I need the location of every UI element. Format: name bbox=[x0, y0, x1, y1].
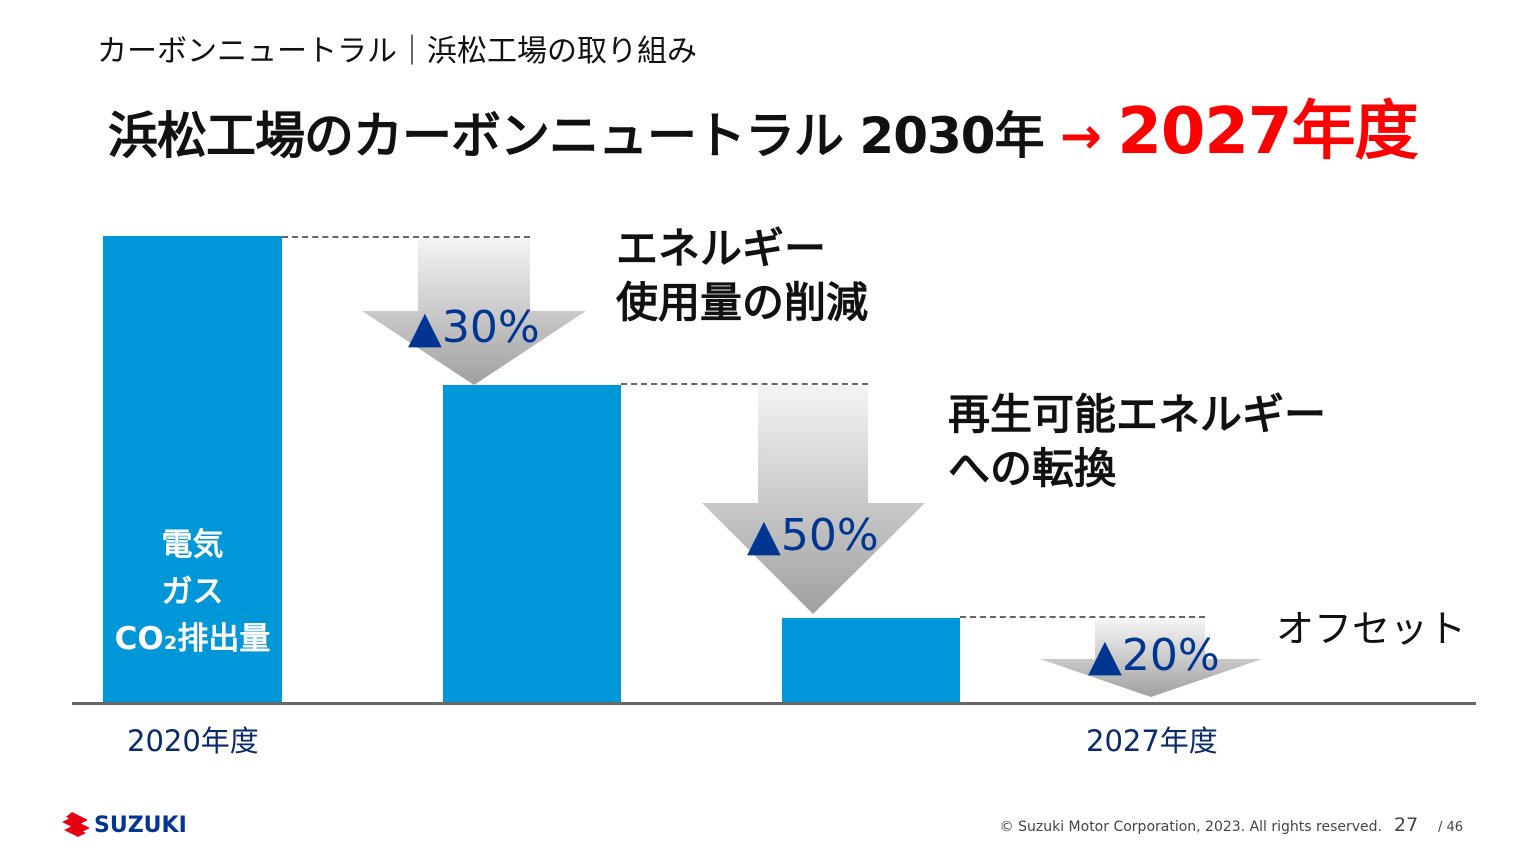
down-arrow-icon bbox=[362, 238, 586, 385]
page-total: / 46 bbox=[1438, 820, 1464, 835]
label-line: CO₂排出量 bbox=[114, 621, 271, 657]
dashed-line bbox=[621, 383, 868, 385]
bar-label: 電気ガス CO₂排出量 bbox=[88, 522, 297, 663]
dashed-line bbox=[960, 616, 1205, 618]
slide-title: 浜松工場のカーボンニュートラル 2030年 → 2027年度 bbox=[108, 94, 1418, 174]
baseline bbox=[72, 702, 1476, 705]
title-main: 浜松工場のカーボンニュートラル 2030年 bbox=[108, 107, 1045, 165]
label-line: ガス bbox=[161, 574, 224, 610]
reduction-50: ▲50% bbox=[747, 510, 879, 561]
bar-after-renewable bbox=[782, 618, 960, 703]
label-line: 電気 bbox=[161, 527, 224, 563]
bar-2020 bbox=[103, 236, 282, 703]
slide-subtitle: カーボンニュートラル｜浜松工場の取り組み bbox=[97, 34, 697, 69]
label-line: エネルギー bbox=[616, 224, 827, 273]
label-line: オフセット bbox=[1276, 607, 1467, 651]
year-label-start: 2020年度 bbox=[127, 724, 259, 758]
down-arrow-icon bbox=[702, 386, 925, 614]
bar-after-energy-reduction bbox=[443, 385, 621, 703]
reduction-20: ▲20% bbox=[1088, 630, 1220, 681]
label-line: 再生可能エネルギー bbox=[948, 390, 1327, 439]
step-label-renewable: 再生可能エネルギー への転換 bbox=[948, 388, 1326, 496]
label-line: 使用量の削減 bbox=[616, 278, 869, 327]
dashed-line bbox=[282, 236, 530, 238]
page-number: 27 bbox=[1394, 814, 1419, 836]
step-label-energy: エネルギー使用量の削減 bbox=[616, 222, 868, 330]
label-line: への転換 bbox=[948, 444, 1117, 493]
year-label-end: 2027年度 bbox=[1086, 724, 1218, 758]
suzuki-s-icon: SUZUKI bbox=[62, 812, 187, 838]
title-target: 2027年度 bbox=[1117, 95, 1418, 169]
right-arrow-icon: → bbox=[1060, 107, 1102, 165]
copyright: © Suzuki Motor Corporation, 2023. All ri… bbox=[999, 819, 1382, 835]
svg-text:SUZUKI: SUZUKI bbox=[94, 813, 187, 838]
reduction-30: ▲30% bbox=[408, 302, 540, 353]
down-arrow-icon bbox=[1040, 620, 1262, 697]
step-label-offset: オフセット bbox=[1276, 602, 1466, 656]
suzuki-logo: SUZUKI bbox=[60, 810, 210, 842]
